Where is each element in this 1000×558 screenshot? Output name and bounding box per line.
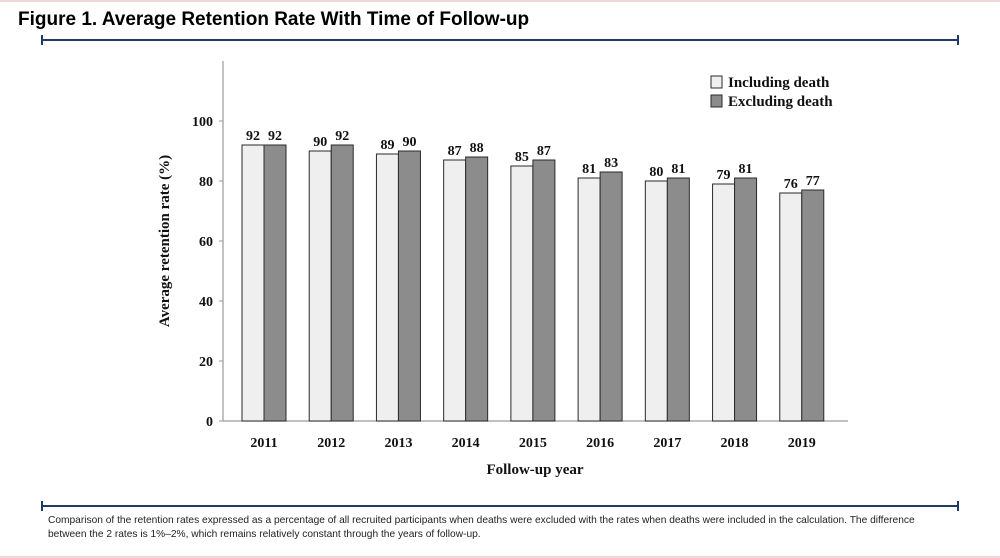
x-tick-label: 2013 [384, 436, 412, 451]
y-tick-label: 0 [206, 415, 213, 430]
data-label: 83 [604, 156, 618, 171]
bar-excluding-death [734, 177, 758, 422]
bar-including-death [375, 153, 399, 422]
x-axis-label: Follow-up year [486, 462, 583, 478]
x-tick-label: 2018 [721, 436, 749, 451]
data-label: 77 [806, 174, 820, 189]
legend-label: Including death [728, 75, 830, 91]
figure-caption: Comparison of the retention rates expres… [48, 515, 915, 540]
data-label: 90 [402, 135, 416, 150]
bar-excluding-death [397, 150, 421, 422]
top-border [0, 0, 1000, 2]
title-rule [41, 35, 959, 45]
bar-excluding-death [599, 171, 623, 422]
bar-including-death [241, 144, 265, 422]
data-label: 92 [268, 129, 282, 144]
y-tick-label: 40 [199, 295, 213, 310]
data-label: 88 [470, 141, 484, 156]
y-tick-label: 80 [199, 175, 213, 190]
y-tick-label: 60 [199, 235, 213, 250]
bar-including-death [644, 180, 668, 422]
data-label: 80 [649, 165, 663, 180]
x-tick-label: 2019 [788, 436, 816, 451]
bar-including-death [510, 165, 534, 422]
data-label: 81 [582, 162, 596, 177]
bar-excluding-death [666, 177, 690, 422]
legend-swatch [710, 94, 723, 108]
bar-including-death [443, 159, 467, 422]
bar-excluding-death [263, 144, 287, 422]
data-label: 81 [739, 162, 753, 177]
x-tick-label: 2016 [586, 436, 614, 451]
bar-excluding-death [801, 189, 825, 422]
x-tick-label: 2011 [250, 436, 277, 451]
x-tick-label: 2017 [653, 436, 681, 451]
data-label: 81 [671, 162, 685, 177]
data-label: 85 [515, 150, 529, 165]
bar-including-death [577, 177, 601, 422]
data-label: 79 [717, 168, 731, 183]
bar-including-death [308, 150, 332, 422]
data-label: 76 [784, 177, 798, 192]
bottom-border [0, 556, 1000, 558]
chart-bars [241, 144, 825, 422]
data-label: 87 [537, 144, 551, 159]
x-tick-label: 2015 [519, 436, 547, 451]
x-tick-label: 2012 [317, 436, 345, 451]
bar-excluding-death [330, 144, 354, 422]
y-tick-label: 20 [199, 355, 213, 370]
legend-label: Excluding death [728, 94, 833, 110]
figure-title: Figure 1. Average Retention Rate With Ti… [18, 9, 530, 30]
y-tick-label: 100 [192, 115, 213, 130]
bar-including-death [779, 192, 803, 422]
bar-including-death [712, 183, 736, 422]
data-label: 89 [380, 138, 394, 153]
bar-excluding-death [532, 159, 556, 422]
y-axis-label: Average retention rate (%) [157, 155, 173, 327]
bar-excluding-death [465, 156, 489, 422]
chart-labels: 92 92 90 92 89 90 87 88 85 87 81 83 80 81 79 81 76 77 [246, 129, 820, 192]
chart-legend: Including death Excluding death [710, 75, 833, 110]
x-tick-label: 2014 [452, 436, 480, 451]
data-label: 92 [335, 129, 349, 144]
caption-rule [41, 501, 959, 511]
data-label: 87 [448, 144, 462, 159]
data-label: 90 [313, 135, 327, 150]
data-label: 92 [246, 129, 260, 144]
bar-chart: 0 20 40 60 80 100 Average retention rate (%) Fo… [157, 61, 848, 478]
legend-swatch [710, 75, 723, 89]
